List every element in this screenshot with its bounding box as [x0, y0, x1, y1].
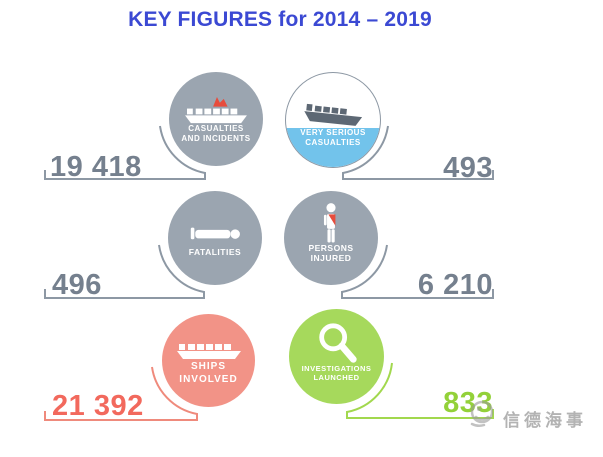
stat-circle-investigations-launched: INVESTIGATIONS LAUNCHED	[289, 309, 384, 404]
stat-label: PERSONS INJURED	[308, 243, 354, 263]
lying-person-icon	[190, 227, 240, 240]
stat-circle-fatalities: FATALITIES	[168, 191, 262, 285]
stat-value-fatalities: 496	[52, 269, 102, 301]
stat-label: FATALITIES	[188, 247, 242, 257]
burning-ship-icon	[185, 96, 247, 124]
stat-value-casualties-incidents: 19 418	[50, 151, 142, 183]
page-title: KEY FIGURES for 2014 – 2019	[128, 8, 432, 31]
sinking-ship-icon	[304, 103, 363, 126]
stat-circle-persons-injured: PERSONS INJURED	[284, 191, 378, 285]
watermark-text: 信德海事	[503, 411, 587, 430]
injured-person-icon	[323, 203, 336, 243]
magnifier-icon	[318, 323, 357, 363]
stat-label: CASUALTIES AND INCIDENTS	[181, 124, 251, 143]
stat-label: SHIPS INVOLVED	[179, 361, 238, 385]
stat-circle-casualties-incidents: CASUALTIES AND INCIDENTS	[169, 72, 263, 166]
stat-label: VERY SERIOUS CASUALTIES	[300, 128, 366, 147]
water-graphic	[286, 127, 380, 167]
stat-circle-ships-involved: SHIPS INVOLVED	[162, 314, 255, 407]
stat-value-very-serious-casualties: 493	[443, 152, 493, 184]
ship-icon	[176, 344, 241, 359]
stat-label: INVESTIGATIONS LAUNCHED	[301, 364, 372, 382]
stat-value-ships-involved: 21 392	[52, 390, 144, 422]
watermark-logo-icon	[470, 400, 494, 428]
stat-circle-very-serious-casualties: VERY SERIOUS CASUALTIES	[285, 72, 381, 168]
stat-value-persons-injured: 6 210	[417, 269, 493, 301]
